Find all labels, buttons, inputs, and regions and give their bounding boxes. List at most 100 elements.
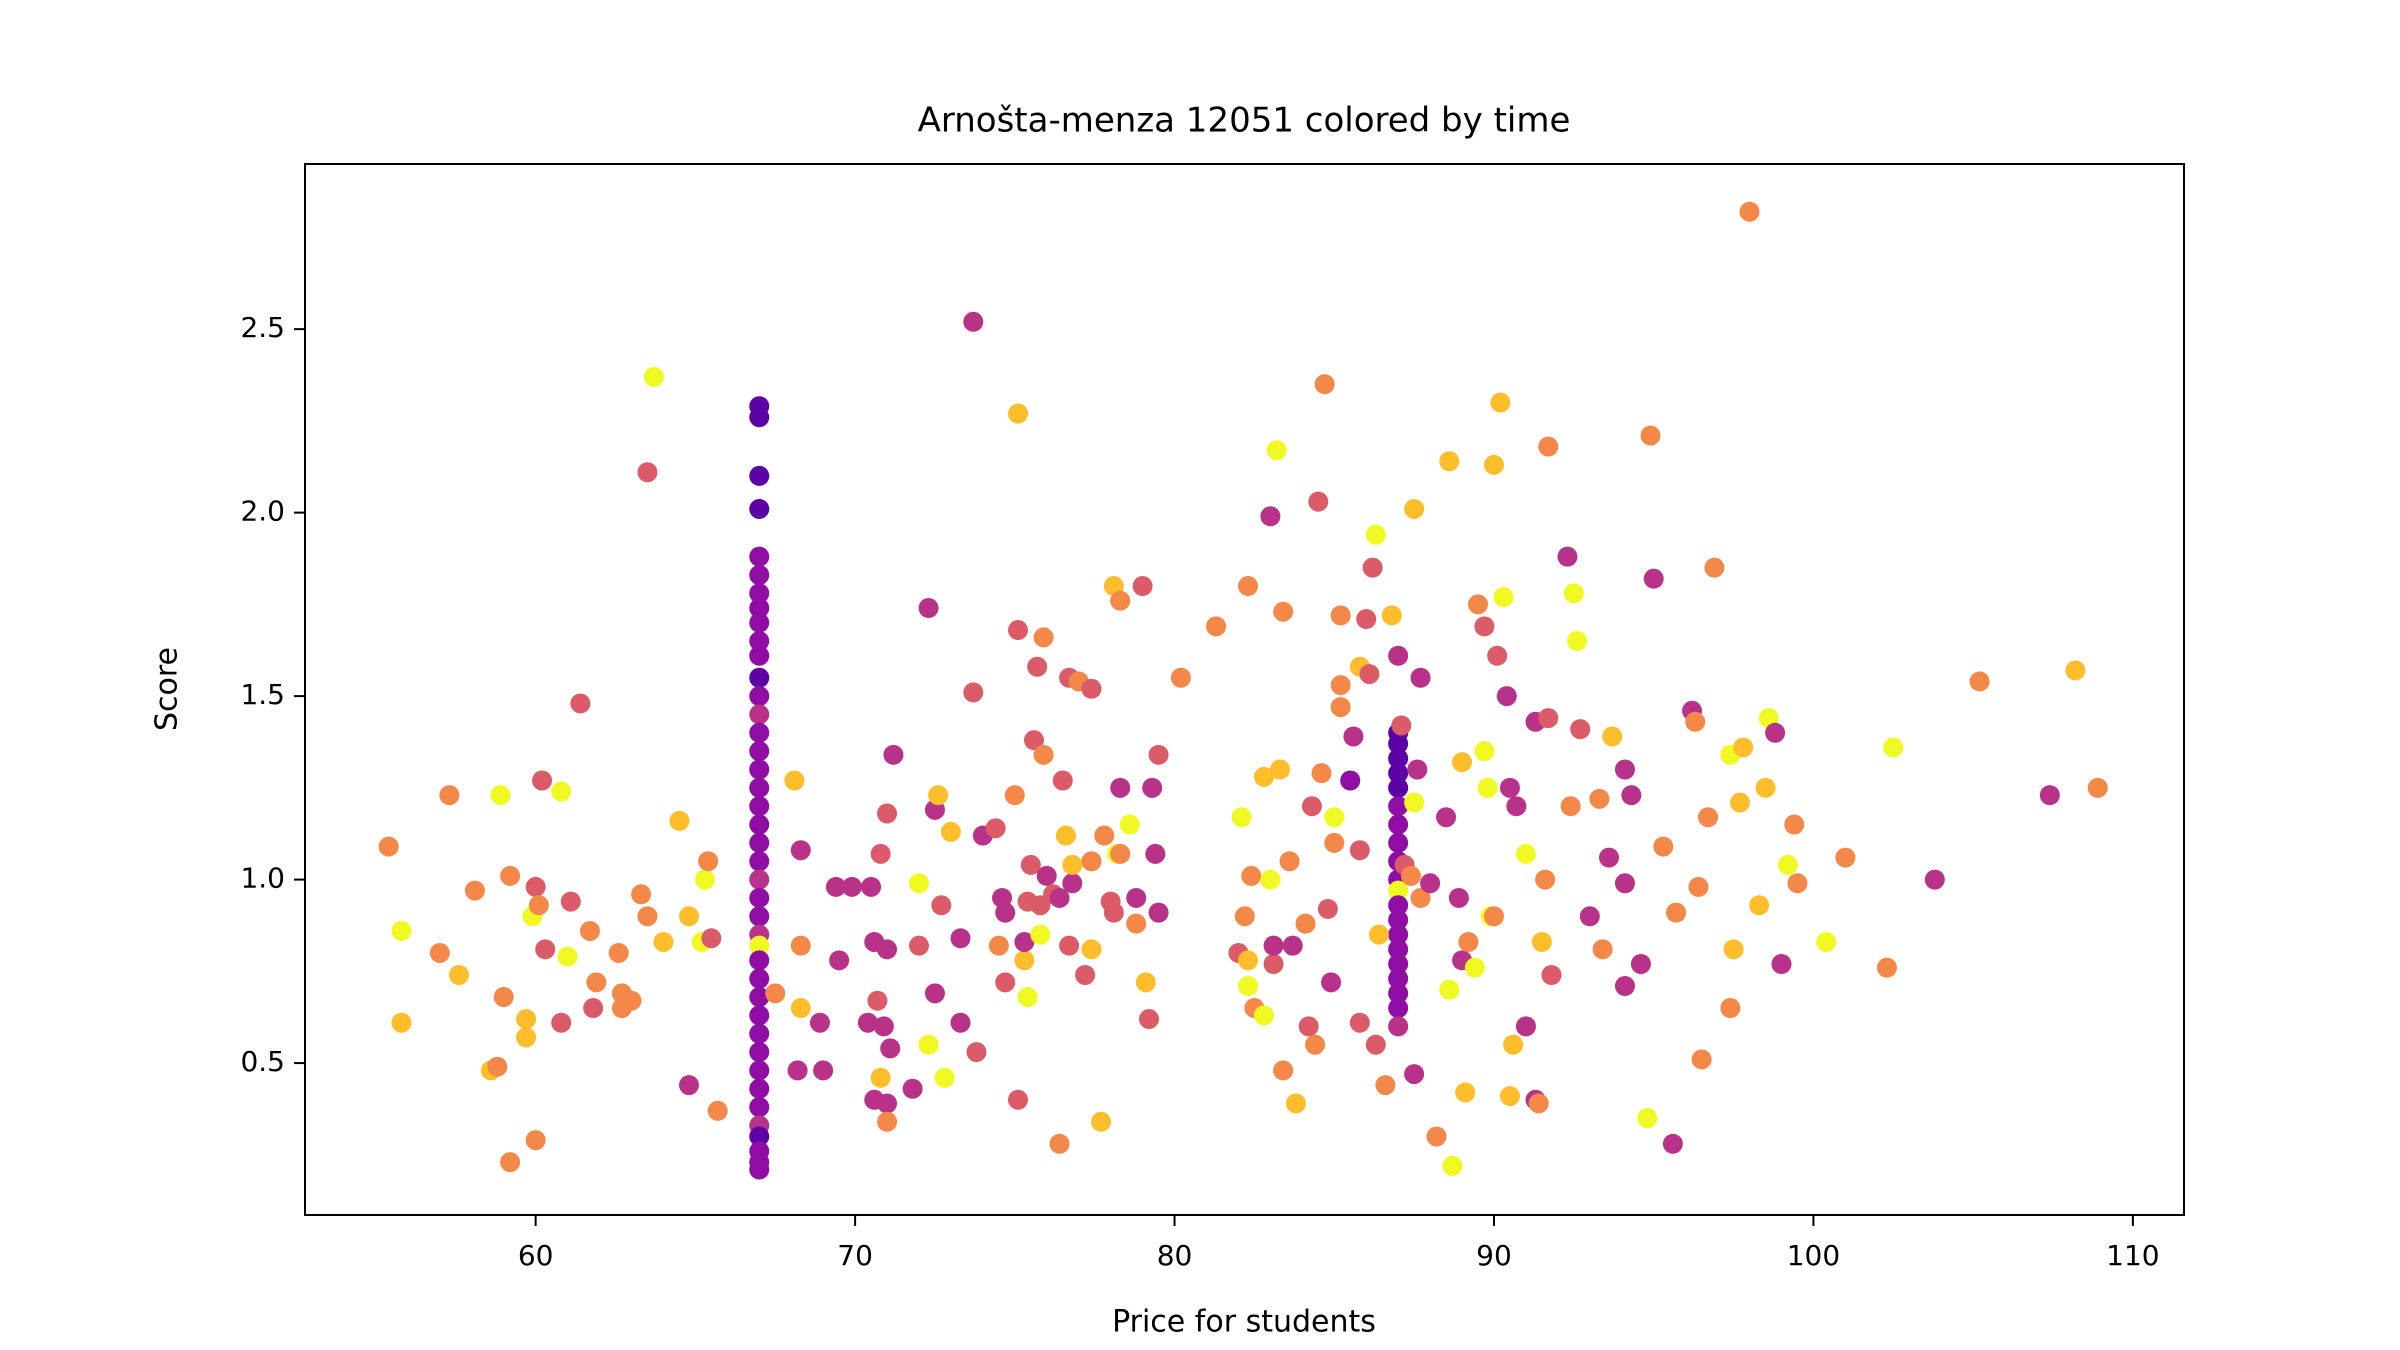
point [551,1012,572,1033]
point [1273,601,1294,622]
point [1142,777,1163,798]
point [1698,807,1719,828]
point [1835,847,1856,868]
point [694,869,715,890]
point [1317,898,1338,919]
point [1321,972,1342,993]
point [1602,726,1623,747]
point [1388,645,1409,666]
point [1308,491,1329,512]
point [1055,825,1076,846]
point [1059,935,1080,956]
point [1496,686,1517,707]
point [1388,880,1409,901]
point [749,950,770,971]
point [1637,1108,1658,1129]
point [1253,766,1274,787]
point [1238,976,1259,997]
point [790,935,811,956]
point [813,1060,834,1081]
point [749,704,770,725]
point [749,465,770,486]
point [1739,201,1760,222]
point [637,906,658,927]
point [1567,631,1588,652]
point [1474,616,1495,637]
point [1515,843,1536,864]
point [1733,737,1754,758]
point [749,741,770,762]
point [1614,976,1635,997]
point [1343,726,1364,747]
point [1008,1089,1029,1110]
point [1515,1016,1536,1037]
point [621,990,642,1011]
y-tick-label: 2.0 [240,495,285,528]
point [1538,436,1559,457]
point [950,928,971,949]
point [1298,1016,1319,1037]
point [963,311,984,332]
point [1468,594,1489,615]
point [1375,1075,1396,1096]
point [439,785,460,806]
point [749,777,770,798]
point [1477,777,1498,798]
point [1145,843,1166,864]
point [1279,851,1300,872]
point [1260,869,1281,890]
y-tick-label: 2.5 [240,311,285,344]
point [867,990,888,1011]
x-tick-label: 110 [2106,1239,2159,1272]
point [873,1016,894,1037]
point [1541,965,1562,986]
point [653,931,674,952]
point [579,920,600,941]
point [1148,902,1169,923]
point [1589,788,1610,809]
point [1170,667,1191,688]
plot-frame [304,163,2185,1216]
point [1368,924,1389,945]
point [790,998,811,1019]
point [880,1038,901,1059]
point [1269,759,1290,780]
point [551,781,572,802]
point [1094,825,1115,846]
point [1426,1126,1447,1147]
point [1340,770,1361,791]
point [1407,759,1428,780]
point [749,498,770,519]
point [749,832,770,853]
point [877,939,898,960]
point [749,987,770,1008]
point [918,1034,939,1055]
point [1420,873,1441,894]
point [1688,876,1709,897]
x-tick-label: 90 [1476,1239,1512,1272]
point [1474,741,1495,762]
point [429,942,450,963]
point [1314,374,1335,395]
point [701,928,722,949]
point [924,983,945,1004]
point [1263,935,1284,956]
point [928,785,949,806]
point [1388,953,1409,974]
point [1388,968,1409,989]
point [1410,887,1431,908]
point [1008,620,1029,641]
point [1295,913,1316,934]
point [749,667,770,688]
point [749,598,770,619]
point [995,902,1016,923]
point [1103,902,1124,923]
point [1381,605,1402,626]
point [1033,744,1054,765]
point [1876,957,1897,978]
point [1630,953,1651,974]
point [749,1060,770,1081]
point [1771,953,1792,974]
point [749,1023,770,1044]
point [749,814,770,835]
